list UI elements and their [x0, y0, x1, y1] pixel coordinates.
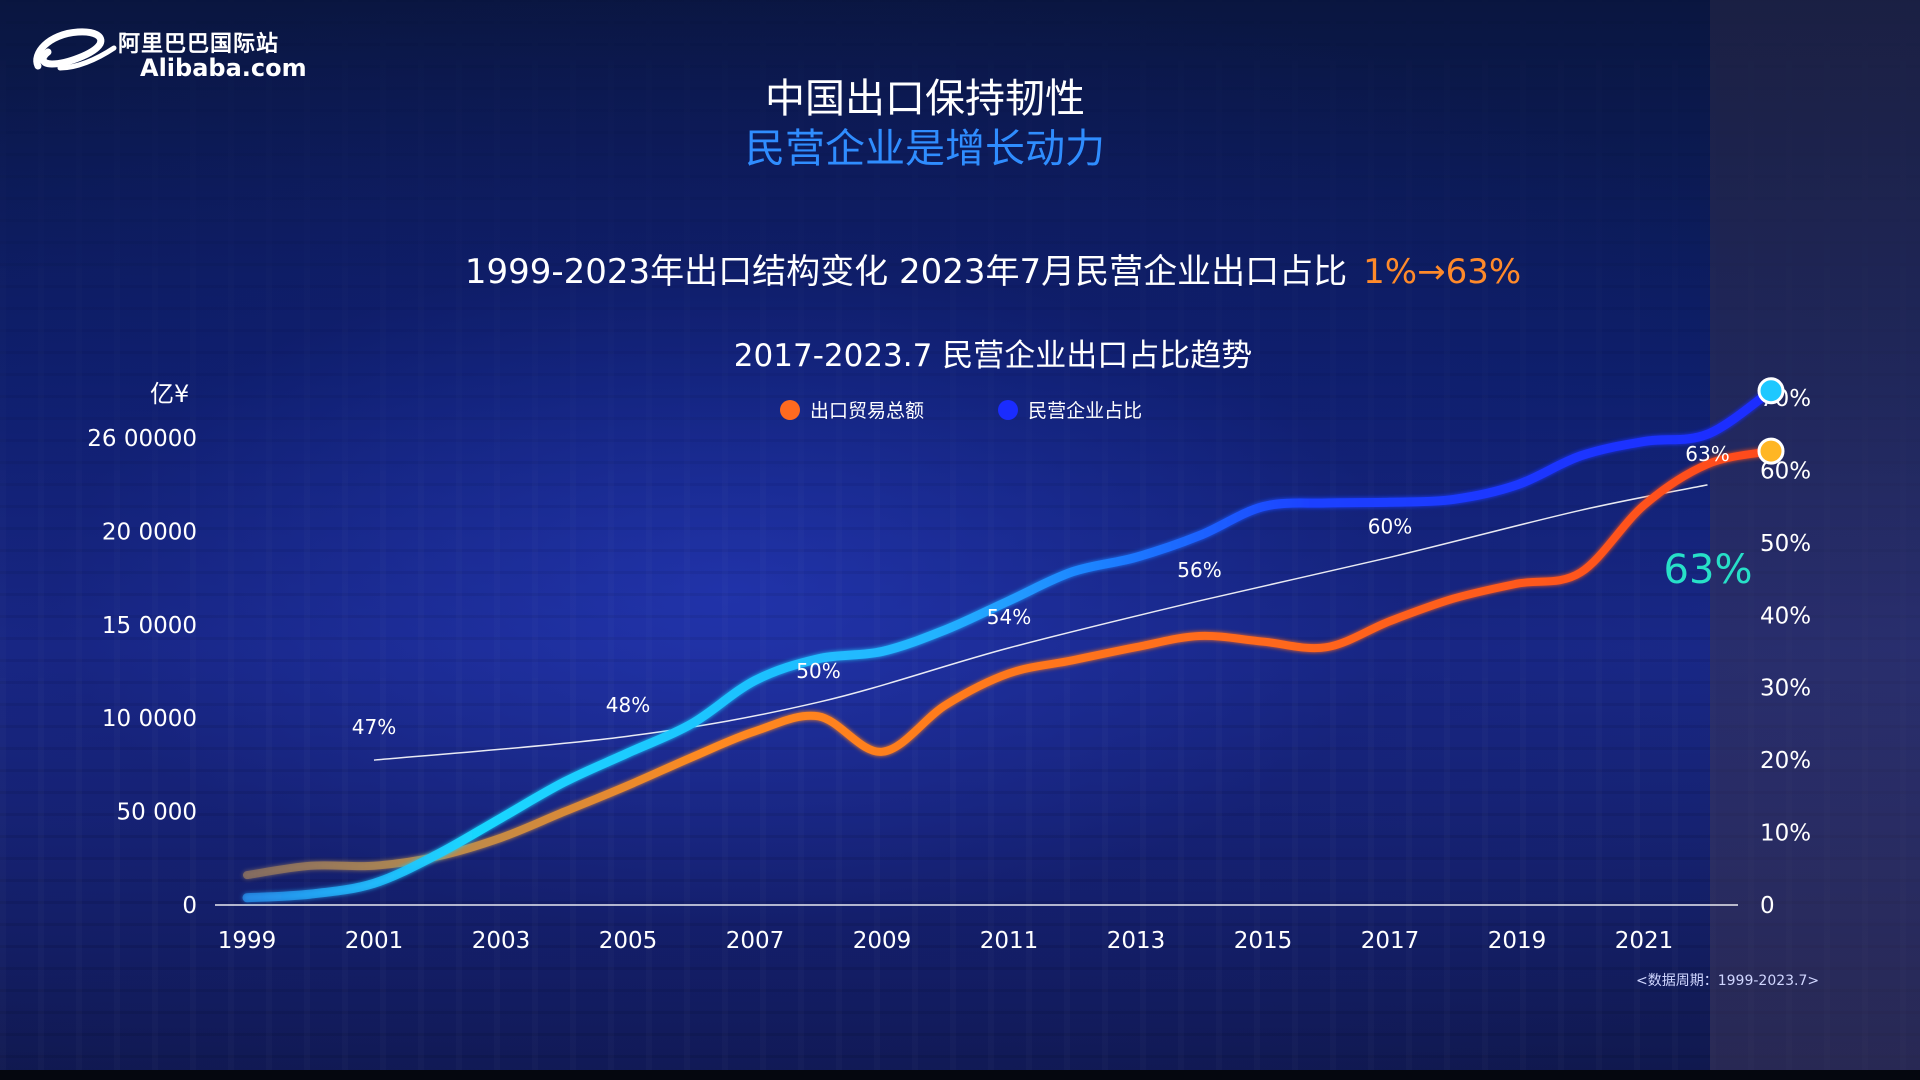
series-line-export-total: [243, 447, 1775, 880]
page-title: 中国出口保持韧性: [765, 76, 1085, 122]
x-tick-label: 2007: [726, 928, 785, 954]
y-right-tick-label: 20%: [1760, 748, 1811, 774]
trend-point-label: 60%: [1368, 514, 1412, 538]
x-tick-label: 2005: [599, 928, 658, 954]
x-tick-label: 2015: [1234, 928, 1293, 954]
trend-point-label: 50%: [796, 659, 840, 683]
x-tick-label: 2011: [980, 928, 1039, 954]
x-tick-label: 1999: [218, 928, 277, 954]
y-right-tick-label: 30%: [1760, 676, 1811, 702]
y-right-tick-label: 50%: [1760, 531, 1811, 557]
trend-point-label: 48%: [606, 693, 650, 717]
trend-point-label: 47%: [352, 715, 396, 739]
legend-label: 民营企业占比: [1028, 400, 1143, 422]
alibaba-logo: 阿里巴巴国际站 Alibaba.com: [30, 24, 307, 84]
axes: 1999 2001 2003 2005 2007 2009 2011 2013 2015 2017…: [87, 386, 1811, 954]
y-left-tick-label: 15 0000: [102, 613, 197, 639]
x-tick-label: 2021: [1615, 928, 1674, 954]
x-tick-label: 2017: [1361, 928, 1420, 954]
legend-label: 出口贸易总额: [810, 400, 925, 422]
y-left-tick-label: 50 000: [117, 800, 197, 826]
trend-line: [373, 484, 1708, 761]
endpoint-marker-private-share: [1757, 377, 1785, 405]
trend-point-label: 56%: [1177, 558, 1221, 582]
logo-en-text: Alibaba.com: [140, 54, 307, 82]
final-value-label: 63%: [1664, 547, 1753, 593]
x-tick-label: 2013: [1107, 928, 1166, 954]
trend-point-label: 54%: [987, 605, 1031, 629]
page-subtitle: 民营企业是增长动力: [745, 126, 1105, 172]
y-left-tick-label: 0: [182, 893, 197, 919]
bottom-bar: [0, 1070, 1920, 1080]
chart-title: 2017-2023.7 民营企业出口占比趋势: [733, 338, 1253, 374]
alibaba-smile-icon: [33, 28, 117, 71]
y-left-tick-label: 20 0000: [102, 519, 197, 545]
chart-legend: 出口贸易总额 民营企业占比: [780, 396, 1210, 423]
y-right-tick-label: 10%: [1760, 821, 1811, 847]
headline-text: 1999-2023年出口结构变化 2023年7月民营企业出口占比: [464, 252, 1348, 292]
series: [242, 377, 1785, 903]
y-left-tick-label: 10 0000: [102, 706, 197, 732]
headline-highlight: 1%→63%: [1363, 252, 1522, 292]
y-axis-unit-label: 亿¥: [150, 380, 190, 408]
endpoint-marker-export-total: [1757, 437, 1785, 465]
x-tick-label: 2001: [345, 928, 404, 954]
legend-item-export-total: 出口贸易总额: [780, 396, 924, 423]
y-right-tick-label: 0: [1760, 893, 1775, 919]
x-tick-label: 2019: [1488, 928, 1547, 954]
legend-dot-orange-icon: [780, 400, 800, 420]
legend-item-private-share: 民营企业占比: [998, 396, 1142, 423]
logo-cn-text: 阿里巴巴国际站: [118, 32, 280, 57]
right-panel-overlay: [1710, 0, 1920, 1080]
trend-point-label: 63%: [1685, 442, 1729, 466]
headline: 1999-2023年出口结构变化 2023年7月民营企业出口占比 1%→63%: [0, 244, 1920, 293]
legend-dot-blue-icon: [998, 400, 1019, 420]
series-line-private-share: [242, 386, 1776, 903]
data-source-note: <数据周期：1999-2023.7>: [1636, 973, 1820, 989]
data-labels: 47% 48% 50% 54% 56% 60% 63% 63%: [352, 442, 1753, 739]
y-right-tick-label: 40%: [1760, 603, 1811, 629]
x-tick-label: 2003: [472, 928, 531, 954]
y-left-tick-label: 26 00000: [87, 426, 197, 452]
x-tick-label: 2009: [853, 928, 912, 954]
